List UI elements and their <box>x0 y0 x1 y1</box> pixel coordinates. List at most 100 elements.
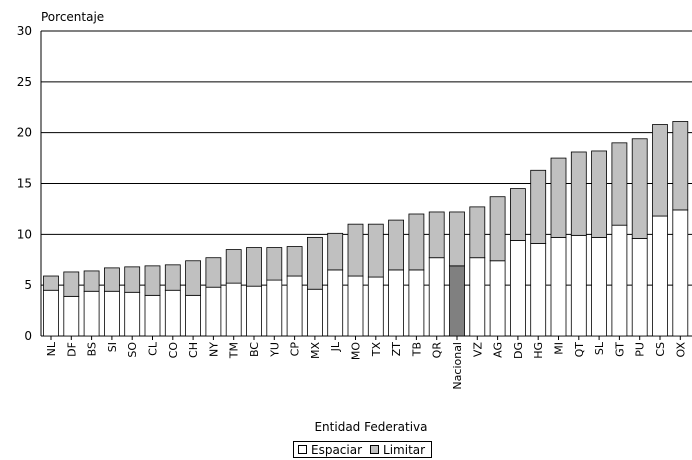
bar-limitar <box>63 271 80 297</box>
bar-espaciar <box>367 276 384 337</box>
bar-espaciar <box>246 285 262 337</box>
bar-espaciar <box>347 275 364 337</box>
bar-limitar <box>631 138 648 239</box>
bar-limitar <box>672 121 689 211</box>
bar-espaciar <box>286 275 303 337</box>
bar-espaciar <box>205 286 222 337</box>
bar-limitar <box>530 169 547 244</box>
bar-limitar <box>124 266 141 293</box>
x-tick-label: NY <box>207 342 220 357</box>
legend-label-espaciar: Espaciar <box>311 442 363 457</box>
legend-swatch-espaciar <box>298 445 307 454</box>
x-tick-label: OX <box>674 342 687 358</box>
bar-espaciar <box>266 279 283 337</box>
bar-espaciar <box>408 269 425 337</box>
bar-limitar <box>408 213 425 271</box>
bar-limitar <box>225 249 242 284</box>
bar-espaciar <box>591 236 607 337</box>
y-tick-label: 0 <box>24 329 32 343</box>
bar-espaciar <box>652 215 668 337</box>
x-tick-label: SO <box>126 342 139 358</box>
x-tick-label: HG <box>532 342 545 359</box>
bar-espaciar <box>449 265 465 337</box>
bar-limitar <box>591 150 607 238</box>
bar-limitar <box>327 232 344 271</box>
bar-espaciar <box>306 288 323 337</box>
x-tick-label: QT <box>573 342 586 358</box>
bar-espaciar <box>144 294 161 337</box>
bar-limitar <box>509 188 526 241</box>
bar-espaciar <box>489 260 506 337</box>
bar-espaciar <box>225 282 242 337</box>
bar-espaciar <box>428 257 445 337</box>
x-tick-label: CS <box>654 342 667 357</box>
x-axis-label: Entidad Federativa <box>314 420 427 434</box>
legend-label-limitar: Limitar <box>383 442 426 457</box>
bar-espaciar <box>104 290 120 337</box>
x-tick-label: VZ <box>471 342 484 358</box>
bar-espaciar <box>43 289 59 337</box>
legend-item-limitar: Limitar <box>370 443 425 457</box>
bar-limitar <box>570 151 587 236</box>
bar-limitar <box>449 211 465 267</box>
bar-espaciar <box>388 269 405 337</box>
legend-swatch-limitar <box>370 445 380 454</box>
x-tick-label: BC <box>248 342 261 357</box>
x-tick-label: YU <box>268 342 281 358</box>
x-tick-label: SI <box>106 342 119 352</box>
bar-espaciar <box>611 224 628 337</box>
x-tick-label: SL <box>593 341 606 355</box>
bar-limitar <box>286 246 303 277</box>
bar-limitar <box>388 219 405 271</box>
bar-limitar <box>306 236 323 290</box>
x-axis-categories: NL DF BS SI SO CL CO CH NY TM BC YU CP MX JL MO TX ZT TB QR… <box>45 336 687 390</box>
x-tick-label: MO <box>350 342 363 360</box>
x-tick-label: NL <box>45 341 58 356</box>
x-tick-label: PU <box>634 342 647 357</box>
bar-limitar <box>428 211 445 259</box>
y-tick-label: 30 <box>17 24 32 38</box>
bar-limitar <box>185 260 202 296</box>
bar-espaciar <box>469 257 486 337</box>
y-tick-label: 25 <box>17 75 32 89</box>
bar-espaciar <box>83 290 100 337</box>
bar-limitar <box>367 223 384 278</box>
y-axis: 0 5 10 15 20 25 30 <box>17 24 42 343</box>
x-tick-label: MX <box>309 342 322 359</box>
x-tick-label: TB <box>410 342 423 357</box>
bar-limitar <box>83 270 100 292</box>
x-tick-label: CL <box>147 341 160 356</box>
x-tick-label: AG <box>492 342 505 358</box>
bar-espaciar <box>672 209 689 337</box>
bar-espaciar <box>124 291 141 337</box>
bar-espaciar <box>550 236 567 337</box>
bar-espaciar <box>509 240 526 337</box>
x-tick-label: MI <box>553 342 566 355</box>
bar-limitar <box>469 206 486 259</box>
x-tick-label: Nacional <box>451 342 464 390</box>
bar-espaciar <box>63 295 80 337</box>
bar-limitar <box>246 247 262 287</box>
y-tick-label: 20 <box>17 126 32 140</box>
bar-limitar <box>652 124 668 217</box>
bar-espaciar <box>164 289 181 337</box>
bar-limitar <box>611 142 628 226</box>
bar-espaciar <box>631 237 648 337</box>
x-tick-label: CH <box>187 342 200 358</box>
x-tick-label: QR <box>431 342 444 359</box>
x-tick-label: BS <box>86 342 99 356</box>
bar-espaciar <box>530 243 547 337</box>
legend: Espaciar Limitar <box>293 441 433 458</box>
y-tick-label: 15 <box>17 177 32 191</box>
bar-limitar <box>43 275 59 291</box>
bar-limitar <box>550 157 567 238</box>
bar-limitar <box>489 196 506 262</box>
y-tick-label: 10 <box>17 227 32 241</box>
x-tick-label: ZT <box>390 342 403 357</box>
bars <box>43 121 689 337</box>
legend-item-espaciar: Espaciar <box>298 443 362 457</box>
x-tick-label: CP <box>289 342 302 357</box>
bar-espaciar <box>185 294 202 337</box>
x-tick-label: DG <box>512 342 525 359</box>
